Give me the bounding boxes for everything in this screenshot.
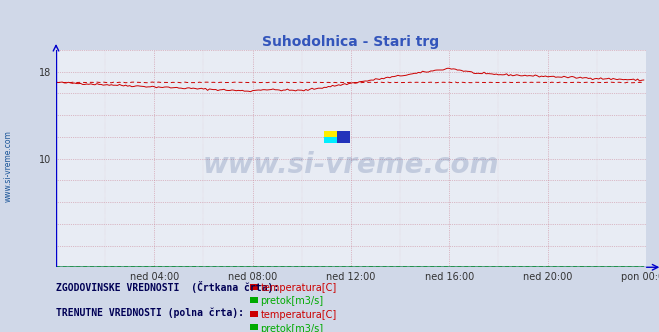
Title: Suhodolnica - Stari trg: Suhodolnica - Stari trg (262, 35, 440, 48)
Bar (337, 130, 351, 143)
Text: pretok[m3/s]: pretok[m3/s] (260, 296, 324, 306)
Text: TRENUTNE VREDNOSTI (polna črta):: TRENUTNE VREDNOSTI (polna črta): (56, 307, 244, 318)
Bar (324, 137, 337, 143)
Bar (324, 130, 337, 137)
Text: temperatura[C]: temperatura[C] (260, 283, 337, 293)
Text: www.si-vreme.com: www.si-vreme.com (203, 151, 499, 179)
Text: temperatura[C]: temperatura[C] (260, 310, 337, 320)
Text: pretok[m3/s]: pretok[m3/s] (260, 324, 324, 332)
Text: ZGODOVINSKE VREDNOSTI  (Črtkana črta):: ZGODOVINSKE VREDNOSTI (Črtkana črta): (56, 281, 279, 292)
Text: www.si-vreme.com: www.si-vreme.com (3, 130, 13, 202)
